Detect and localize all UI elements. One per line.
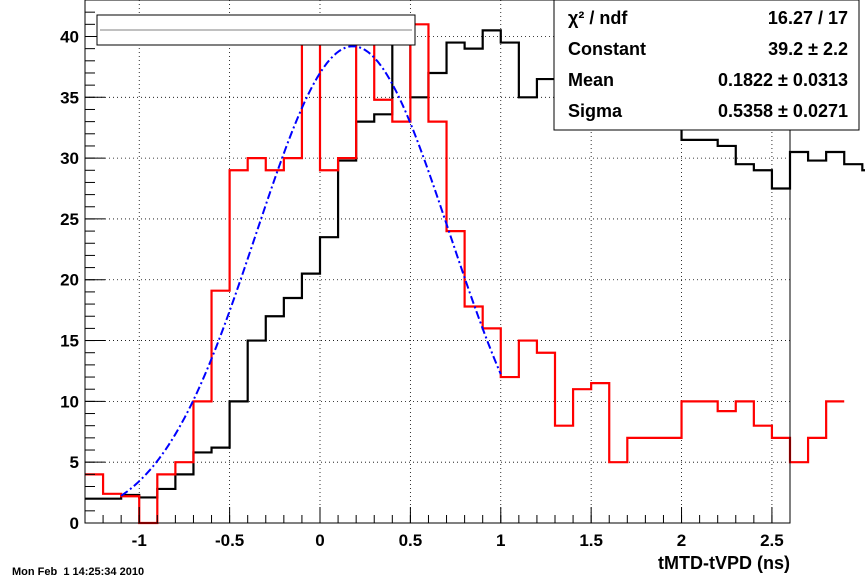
data-series [85, 23, 865, 525]
x-axis-label: tMTD-tVPD (ns) [658, 553, 790, 573]
timestamp-label: Mon Feb 1 14:25:34 2010 [12, 566, 144, 578]
x-tick-label: 2 [677, 531, 686, 550]
x-tick-label: 0.5 [399, 531, 423, 550]
x-tick-label: 1 [496, 531, 505, 550]
histogram-series-0 [85, 28, 865, 500]
y-tick-label: 25 [60, 210, 79, 229]
stats-row-label: Mean [568, 70, 614, 90]
y-tick-label: 10 [60, 392, 79, 411]
y-tick-label: 40 [60, 27, 79, 46]
y-tick-label: 35 [60, 88, 79, 107]
histogram-series-1 [85, 23, 845, 525]
stats-row-label: Sigma [568, 101, 623, 121]
x-tick-label: 2.5 [760, 531, 784, 550]
x-tick-label: 0 [315, 531, 324, 550]
x-tick-label: -1 [132, 531, 147, 550]
gaussian-fit-curve [120, 45, 502, 497]
x-tick-label: -0.5 [215, 531, 244, 550]
stats-box: χ² / ndf 16.27 / 17 Constant 39.2 ± 2.2 Mean… [553, 0, 860, 131]
stats-row-value: 16.27 / 17 [768, 8, 848, 28]
stats-row-value: 0.1822 ± 0.0313 [718, 70, 848, 90]
stats-row-value: 39.2 ± 2.2 [768, 39, 848, 59]
x-tick-label: 1.5 [579, 531, 603, 550]
y-tick-label: 0 [70, 514, 79, 533]
legend-box [96, 14, 416, 46]
y-tick-label: 5 [70, 453, 79, 472]
axes: -1 -0.5 0 0.5 1 1.5 2 2.5 0 5 10 15 20 25 30 35 40 [60, 0, 791, 550]
y-tick-label: 30 [60, 149, 79, 168]
y-tick-label: 20 [60, 271, 79, 290]
stats-row-label: Constant [568, 39, 646, 59]
stats-row-label: χ² / ndf [568, 8, 628, 28]
y-tick-label: 15 [60, 332, 79, 351]
plot-frame [84, 0, 791, 524]
stats-row-value: 0.5358 ± 0.0271 [718, 101, 848, 121]
